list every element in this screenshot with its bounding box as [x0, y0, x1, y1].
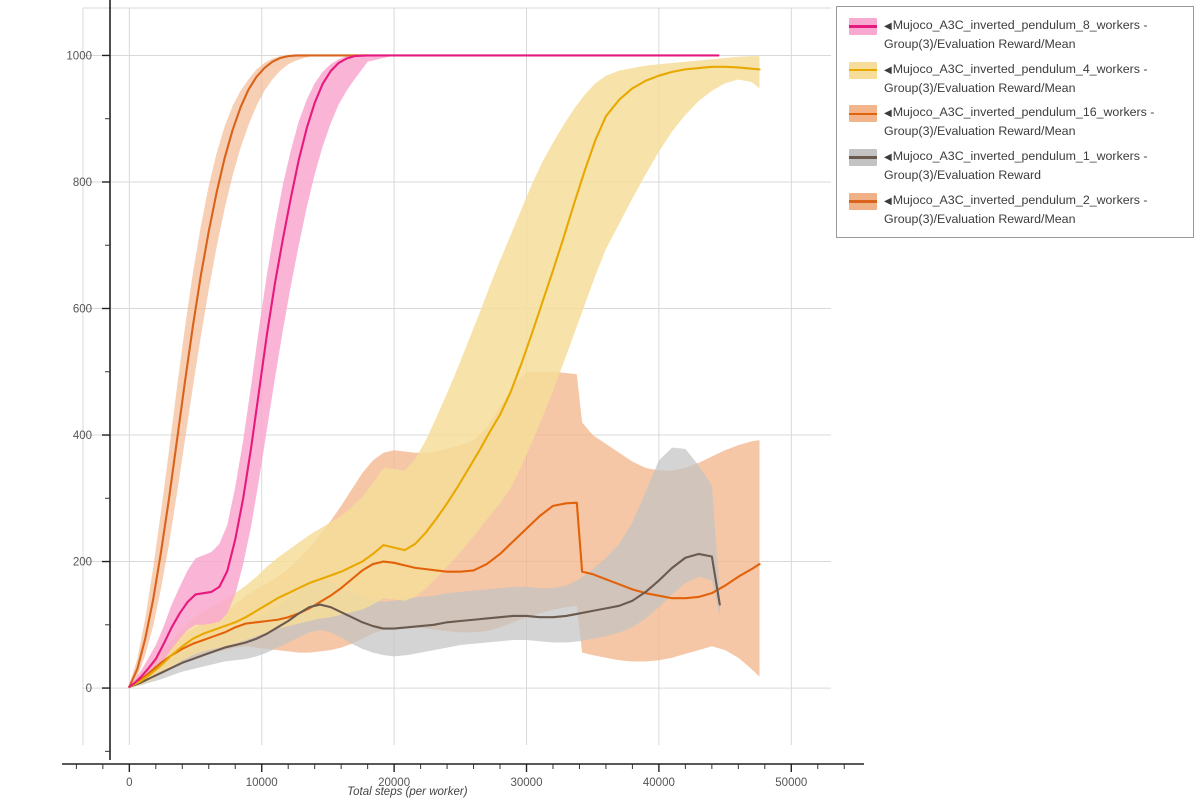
x-tick-label: 30000: [511, 777, 543, 789]
legend-item-16_workers[interactable]: ◀Mujoco_A3C_inverted_pendulum_16_workers…: [845, 103, 1185, 141]
legend-line-icon: [849, 199, 877, 203]
legend-line-icon: [849, 156, 877, 159]
x-tick-label: 0: [126, 777, 132, 789]
x-tick-label: 50000: [775, 777, 807, 789]
legend-label: ◀Mujoco_A3C_inverted_pendulum_2_workers …: [884, 192, 1148, 226]
legend-line-icon: [849, 112, 877, 116]
series-lines: [128, 54, 761, 688]
band-2_workers: [129, 55, 368, 689]
chart-legend: ◀Mujoco_A3C_inverted_pendulum_8_workers …: [836, 6, 1194, 239]
y-tick-label: 1000: [66, 50, 92, 62]
legend-swatch-icon: [849, 18, 877, 35]
legend-swatch-icon: [849, 149, 877, 167]
legend-label: ◀Mujoco_A3C_inverted_pendulum_4_workers …: [884, 61, 1148, 95]
legend-item-4_workers[interactable]: ◀Mujoco_A3C_inverted_pendulum_4_workers …: [845, 60, 1185, 98]
line-8_workers: [128, 54, 720, 688]
legend-swatch-icon: [849, 192, 877, 210]
line-2_workers: [128, 54, 369, 688]
left-triangle-icon: ◀: [884, 152, 892, 164]
y-tick-label: 0: [86, 683, 92, 695]
legend-swatch-icon: [849, 61, 877, 79]
y-tick-label: 400: [73, 430, 92, 442]
left-triangle-icon: ◀: [884, 21, 892, 32]
legend-label: ◀Mujoco_A3C_inverted_pendulum_8_workers …: [884, 18, 1148, 51]
y-tick-label: 600: [73, 303, 92, 315]
y-tick-label: 200: [73, 557, 92, 569]
band-8_workers: [129, 55, 719, 689]
x-tick-label: 40000: [643, 777, 675, 789]
x-axis-title: Total steps (per worker): [347, 786, 468, 798]
legend-line-icon: [849, 68, 877, 72]
band-4_workers: [129, 56, 760, 689]
confidence-bands: [129, 55, 760, 689]
line-1_workers: [128, 552, 721, 688]
left-triangle-icon: ◀: [884, 108, 892, 120]
legend-label: ◀Mujoco_A3C_inverted_pendulum_16_workers…: [884, 105, 1155, 139]
plot-frame: [82, 7, 831, 745]
left-triangle-icon: ◀: [884, 195, 892, 207]
legend-swatch-icon: [849, 105, 877, 123]
left-triangle-icon: ◀: [884, 64, 892, 76]
line-4_workers: [128, 65, 761, 688]
x-tick-label: 10000: [246, 777, 278, 789]
legend-item-1_workers[interactable]: ◀Mujoco_A3C_inverted_pendulum_1_workers …: [845, 147, 1185, 185]
y-tick-label: 800: [73, 177, 92, 189]
legend-item-8_workers[interactable]: ◀Mujoco_A3C_inverted_pendulum_8_workers …: [845, 16, 1185, 54]
legend-item-2_workers[interactable]: ◀Mujoco_A3C_inverted_pendulum_2_workers …: [845, 191, 1185, 229]
x-tick-label: 20000: [378, 777, 410, 789]
legend-line-icon: [849, 25, 877, 28]
legend-label: ◀Mujoco_A3C_inverted_pendulum_1_workers …: [884, 149, 1148, 182]
